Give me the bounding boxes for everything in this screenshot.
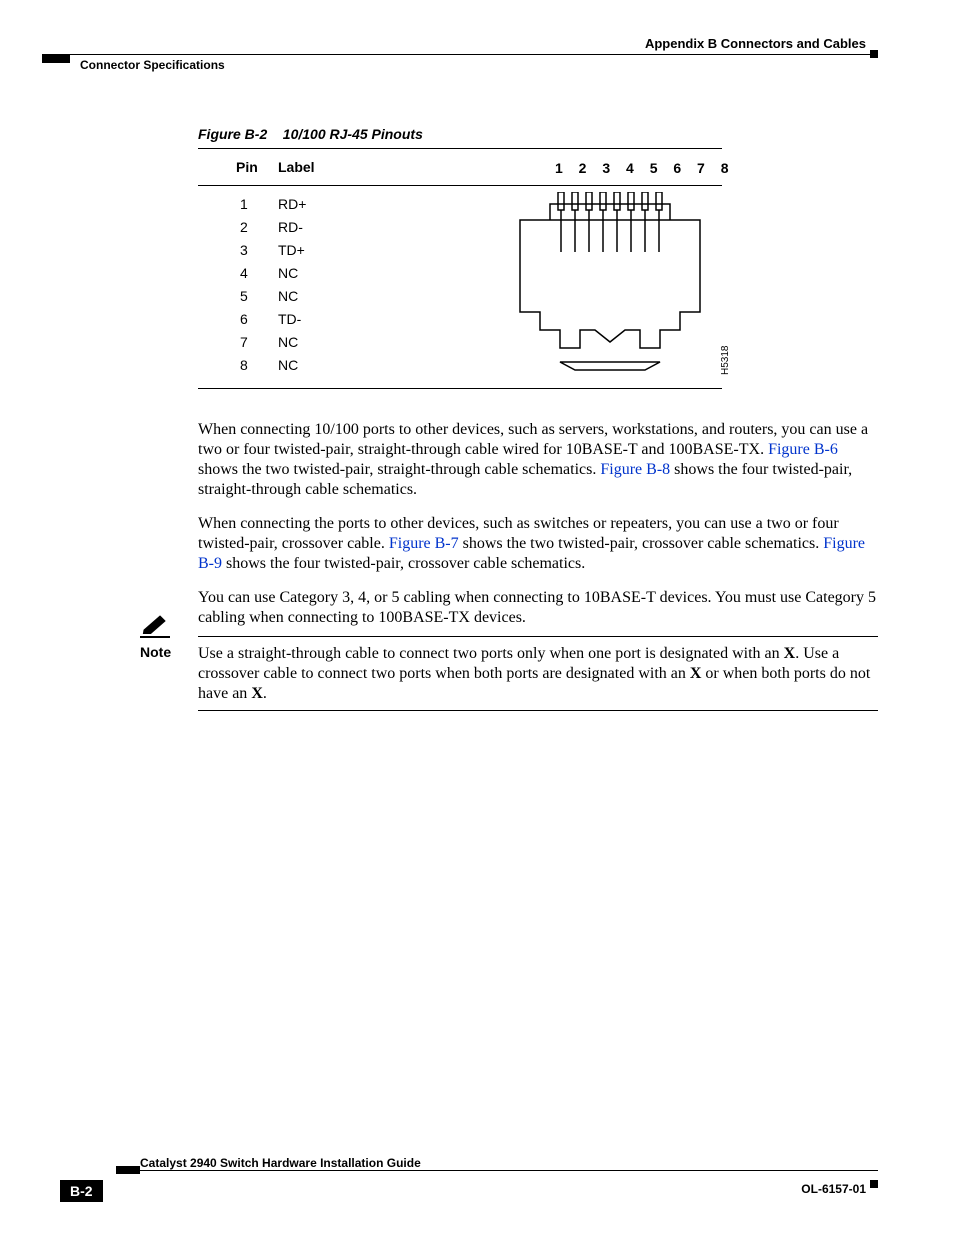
note-t1: Use a straight-through cable to connect …	[198, 645, 784, 662]
cell-label: NC	[278, 357, 398, 373]
figure-caption-title: 10/100 RJ-45 Pinouts	[283, 126, 423, 142]
connector-pin-numbers: 1 2 3 4 5 6 7 8	[555, 160, 735, 176]
p2-text-b: shows the two twisted-pair, crossover ca…	[459, 535, 824, 552]
note-rule-bottom	[198, 710, 878, 711]
header-rule	[42, 54, 878, 55]
body-content: When connecting 10/100 ports to other de…	[198, 420, 878, 642]
link-figure-b8[interactable]: Figure B-8	[600, 461, 670, 478]
note-text: Use a straight-through cable to connect …	[198, 644, 878, 704]
header-section: Connector Specifications	[80, 58, 225, 72]
figure-caption: Figure B-2 10/100 RJ-45 Pinouts	[198, 126, 423, 142]
cell-label: NC	[278, 288, 398, 304]
cell-pin: 5	[198, 288, 278, 304]
cell-pin: 3	[198, 242, 278, 258]
cell-pin: 1	[198, 196, 278, 212]
paragraph-2: When connecting the ports to other devic…	[198, 514, 878, 574]
table-header-label: Label	[278, 159, 398, 175]
cell-label: NC	[278, 265, 398, 281]
rj45-connector-icon	[510, 192, 710, 377]
paragraph-3: You can use Category 3, 4, or 5 cabling …	[198, 588, 878, 628]
p2-text-c: shows the four twisted-pair, crossover c…	[222, 555, 585, 572]
cell-pin: 4	[198, 265, 278, 281]
figure-drawing-id: H5318	[720, 346, 731, 375]
note-x2: X	[690, 665, 702, 682]
table-rule-bot	[198, 388, 722, 389]
note-x3: X	[251, 685, 263, 702]
cell-label: TD+	[278, 242, 398, 258]
p1-text-b: shows the two twisted-pair, straight-thr…	[198, 461, 600, 478]
footer-page-number: B-2	[60, 1180, 103, 1202]
header-block-left	[42, 55, 70, 63]
note-rule-top	[198, 636, 878, 637]
cell-pin: 6	[198, 311, 278, 327]
header-appendix: Appendix B Connectors and Cables	[645, 36, 866, 51]
header-block-right	[870, 50, 878, 58]
cell-pin: 8	[198, 357, 278, 373]
note-label: Note	[140, 644, 190, 660]
cell-label: RD-	[278, 219, 398, 235]
cell-pin: 2	[198, 219, 278, 235]
note-t4: .	[263, 685, 267, 702]
footer-rule	[140, 1170, 878, 1171]
cell-label: TD-	[278, 311, 398, 327]
footer-block-left	[116, 1166, 140, 1174]
link-figure-b6[interactable]: Figure B-6	[768, 441, 838, 458]
footer-block-right	[870, 1180, 878, 1188]
table-header-pin: Pin	[198, 159, 278, 175]
note-pencil-icon	[140, 614, 170, 638]
link-figure-b7[interactable]: Figure B-7	[389, 535, 459, 552]
figure-caption-prefix: Figure B-2	[198, 126, 267, 142]
paragraph-1: When connecting 10/100 ports to other de…	[198, 420, 878, 500]
footer-document-id: OL-6157-01	[801, 1182, 866, 1196]
cell-pin: 7	[198, 334, 278, 350]
footer-title: Catalyst 2940 Switch Hardware Installati…	[140, 1156, 421, 1170]
cell-label: NC	[278, 334, 398, 350]
note-x1: X	[784, 645, 796, 662]
cell-label: RD+	[278, 196, 398, 212]
